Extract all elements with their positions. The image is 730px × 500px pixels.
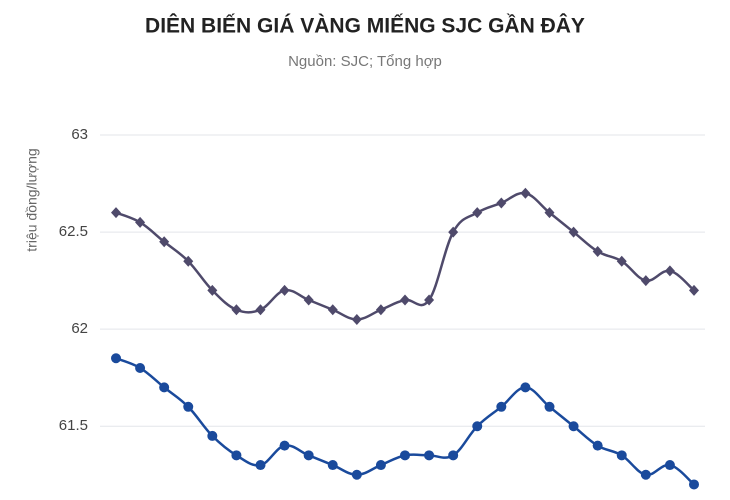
data-point bbox=[544, 207, 555, 219]
data-point bbox=[472, 421, 483, 432]
data-point bbox=[496, 401, 507, 412]
data-point bbox=[111, 353, 121, 364]
data-point bbox=[448, 450, 459, 461]
data-point bbox=[664, 265, 675, 277]
data-point bbox=[568, 421, 579, 432]
data-point bbox=[327, 304, 338, 316]
data-point bbox=[520, 382, 531, 393]
data-point bbox=[400, 450, 410, 461]
data-point bbox=[303, 294, 314, 306]
y-tick-label: 63 bbox=[71, 126, 88, 143]
y-tick-label: 61.5 bbox=[59, 417, 88, 434]
data-point bbox=[231, 304, 242, 316]
data-point bbox=[375, 460, 386, 471]
y-axis-label: triệu đồng/lượng bbox=[24, 148, 40, 251]
data-point bbox=[255, 460, 266, 471]
data-point bbox=[520, 187, 531, 199]
data-point bbox=[351, 313, 362, 325]
data-point bbox=[448, 226, 459, 238]
data-point bbox=[207, 284, 218, 296]
data-point bbox=[159, 236, 170, 248]
data-point bbox=[544, 401, 555, 412]
data-point bbox=[351, 469, 362, 480]
data-point bbox=[279, 284, 290, 296]
data-point bbox=[664, 460, 675, 471]
data-point bbox=[327, 460, 338, 471]
data-point bbox=[424, 294, 435, 306]
data-point bbox=[400, 294, 410, 306]
data-point bbox=[159, 382, 170, 393]
data-point bbox=[592, 245, 603, 257]
data-point bbox=[207, 430, 218, 441]
data-point bbox=[640, 275, 651, 287]
data-point bbox=[472, 207, 483, 219]
data-point bbox=[592, 440, 603, 451]
data-point bbox=[496, 197, 507, 209]
chart-title: DIÊN BIẾN GIÁ VÀNG MIẾNG SJC GẦN ĐÂY bbox=[145, 14, 585, 38]
data-point bbox=[616, 255, 627, 267]
chart-subtitle: Nguồn: SJC; Tổng hợp bbox=[288, 53, 442, 70]
data-point bbox=[279, 440, 290, 451]
data-point bbox=[231, 450, 242, 461]
data-point bbox=[424, 450, 435, 461]
data-point bbox=[255, 304, 266, 316]
data-point bbox=[135, 362, 146, 373]
y-tick-label: 62 bbox=[71, 320, 88, 337]
data-point bbox=[616, 450, 627, 461]
y-tick-label: 62.5 bbox=[59, 223, 88, 240]
data-point bbox=[111, 207, 121, 219]
data-point bbox=[640, 469, 651, 480]
data-point bbox=[375, 304, 386, 316]
data-point bbox=[183, 401, 194, 412]
data-point bbox=[135, 216, 146, 228]
series-line bbox=[115, 357, 695, 486]
data-point bbox=[689, 284, 699, 296]
data-point bbox=[689, 479, 699, 490]
data-point bbox=[303, 450, 314, 461]
data-point bbox=[568, 226, 579, 238]
data-point bbox=[183, 255, 194, 267]
